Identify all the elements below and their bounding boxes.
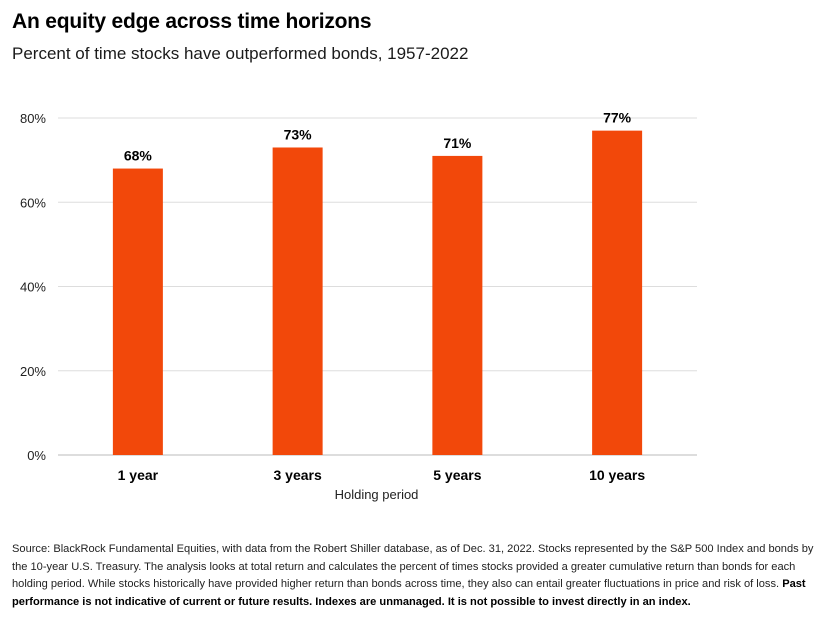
source-footnote: Source: BlackRock Fundamental Equities, … [12,541,820,611]
y-tick-label: 0% [27,448,46,463]
x-tick-label: 10 years [589,467,645,483]
y-tick-label: 40% [20,280,46,295]
bar [432,155,483,455]
footnote-text: Source: BlackRock Fundamental Equities, … [12,543,814,591]
y-tick-label: 80% [20,111,46,126]
bar [592,130,643,455]
x-axis-title: Holding period [335,487,419,502]
x-tick-label: 1 year [118,467,159,483]
footnote-disclaimer: Past performance is not indicative of cu… [12,578,806,608]
chart-title: An equity edge across time horizons [12,10,372,33]
y-tick-label: 60% [20,195,46,210]
x-tick-label: 3 years [273,467,321,483]
y-tick-label: 20% [20,364,46,379]
bar [112,168,163,456]
bar [272,147,323,456]
data-label: 68% [124,148,153,164]
data-label: 77% [603,110,632,126]
data-label: 73% [284,126,313,142]
chart-subtitle: Percent of time stocks have outperformed… [12,44,469,63]
data-label: 71% [443,135,472,151]
x-tick-label: 5 years [433,467,481,483]
bar-chart: 0% 20% 40% 60% 80% 68% 1 year 73% 3 years 71% 5 ye… [0,90,827,520]
chart-canvas: 0% 20% 40% 60% 80% 68% 1 year 73% 3 years 71% 5 ye… [20,110,697,502]
